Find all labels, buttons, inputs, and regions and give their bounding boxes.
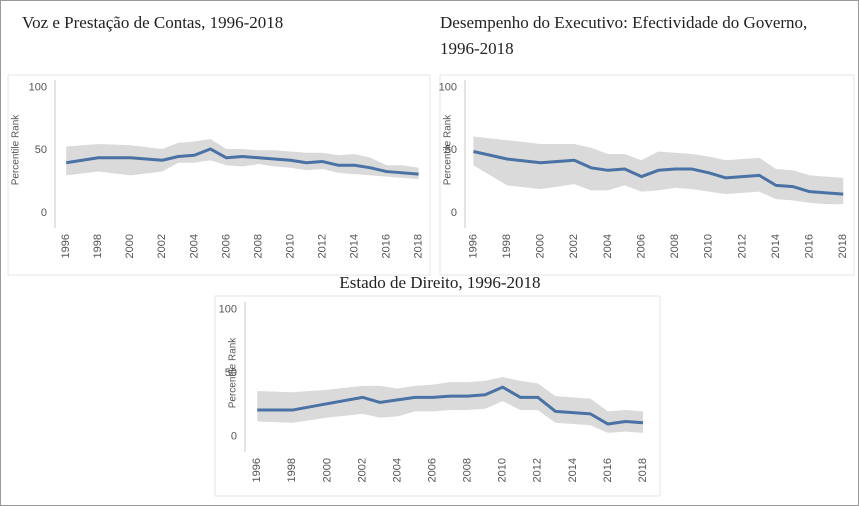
x-tick-label: 1996 xyxy=(60,234,72,258)
x-tick-label: 2010 xyxy=(703,234,715,258)
x-tick-label: 2014 xyxy=(770,234,782,258)
x-tick-label: 2018 xyxy=(412,234,424,258)
y-tick-label: 50 xyxy=(445,144,457,156)
x-tick-label: 2018 xyxy=(637,458,649,482)
x-tick-label: 2006 xyxy=(220,234,232,258)
x-tick-label: 1996 xyxy=(467,234,479,258)
x-tick-label: 1996 xyxy=(251,458,263,482)
x-tick-label: 2016 xyxy=(380,234,392,258)
line xyxy=(473,150,844,196)
x-tick-label: 2012 xyxy=(316,234,328,258)
y-tick-label: 0 xyxy=(41,207,47,219)
x-tick-label: 2006 xyxy=(427,458,439,482)
x-tick-label: 2012 xyxy=(532,458,544,482)
line xyxy=(65,147,419,176)
y-axis-label: Percentile Rank xyxy=(11,114,22,186)
x-tick-label: 2000 xyxy=(321,458,333,482)
confidence-band xyxy=(257,377,643,433)
x-tick-label: 2016 xyxy=(602,458,614,482)
y-tick-label: 50 xyxy=(35,144,47,156)
x-tick-label: 2004 xyxy=(602,234,614,258)
x-tick-label: 2008 xyxy=(252,234,264,258)
x-tick-label: 2006 xyxy=(635,234,647,258)
y-tick-label: 100 xyxy=(29,81,47,93)
x-tick-label: 2012 xyxy=(736,234,748,258)
x-tick-label: 2014 xyxy=(348,234,360,258)
x-tick-label: 2018 xyxy=(837,234,849,258)
chart-frame xyxy=(7,74,431,276)
x-tick-label: 1998 xyxy=(501,234,513,258)
y-tick-label: 0 xyxy=(451,207,457,219)
chart-frame xyxy=(214,295,661,497)
chart-frame xyxy=(439,74,855,276)
x-tick-label: 2002 xyxy=(156,234,168,258)
x-tick-label: 2000 xyxy=(535,234,547,258)
y-axis-label: Percentile Rank xyxy=(228,337,239,409)
x-tick-label: 1998 xyxy=(286,458,298,482)
line xyxy=(257,385,644,426)
chart-title: Estado de Direito, 1996-2018 xyxy=(339,273,541,292)
x-tick-label: 2008 xyxy=(669,234,681,258)
x-tick-label: 2016 xyxy=(804,234,816,258)
x-tick-label: 2004 xyxy=(391,458,403,482)
x-tick-label: 2014 xyxy=(567,458,579,482)
y-axis-label: Percentile Rank xyxy=(443,114,454,186)
x-tick-label: 2004 xyxy=(188,234,200,258)
y-tick-label: 100 xyxy=(219,304,237,316)
chart-title: Voz e Prestação de Contas, 1996-2018 xyxy=(22,13,284,32)
x-tick-label: 2000 xyxy=(124,234,136,258)
confidence-band xyxy=(66,138,419,180)
y-tick-label: 50 xyxy=(225,367,237,379)
x-tick-label: 1998 xyxy=(92,234,104,258)
chart-title: Desempenho do Executivo: Efectividade do… xyxy=(440,13,808,58)
x-tick-label: 2008 xyxy=(462,458,474,482)
y-tick-label: 100 xyxy=(439,81,457,93)
x-tick-label: 2002 xyxy=(356,458,368,482)
x-tick-label: 2010 xyxy=(284,234,296,258)
x-tick-label: 2002 xyxy=(568,234,580,258)
y-tick-label: 0 xyxy=(231,431,237,443)
x-tick-label: 2010 xyxy=(497,458,509,482)
